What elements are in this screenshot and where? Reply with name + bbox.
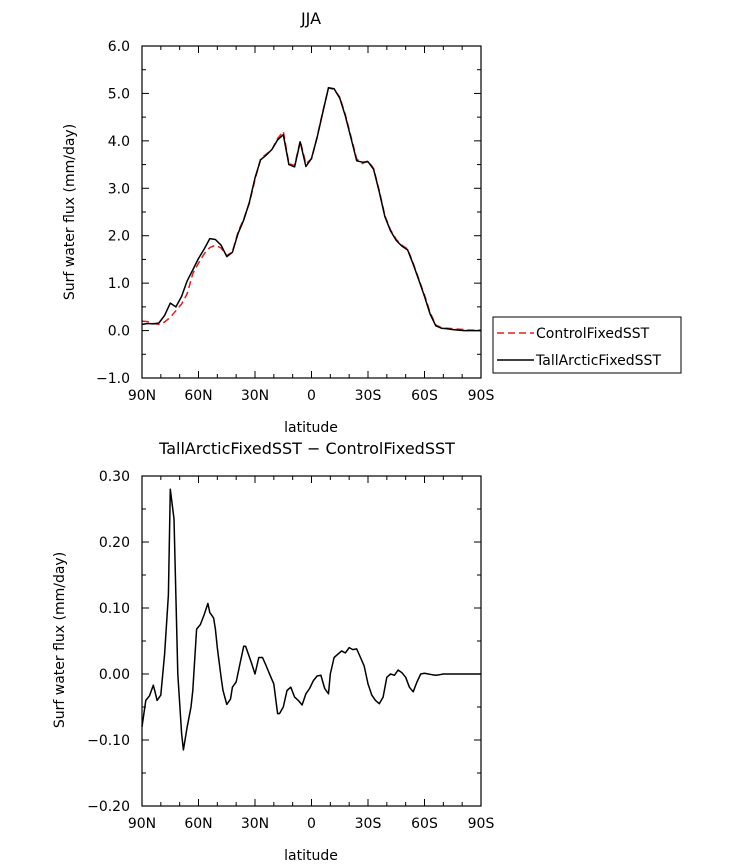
top-xtick-label: 90N — [128, 388, 156, 404]
top-panel: JJA Surf water flux (mm/day) latitude 90… — [62, 9, 494, 436]
top-series-line-controlfixedsst — [141, 86, 481, 331]
top-axis-ticks: 90N 60N 30N 0 30S 60S 90S −1.0 0.0 1.0 2.0 3.0 4.0 5.… — [96, 39, 494, 404]
legend: ControlFixedSST TallArcticFixedSST — [492, 316, 682, 374]
bottom-xtick-label: 60N — [184, 816, 212, 832]
bottom-y-axis-label: Surf water flux (mm/day) — [52, 552, 68, 728]
top-ytick-label: 4.0 — [108, 134, 130, 150]
top-ytick-label: 6.0 — [108, 39, 130, 55]
bottom-panel: TallArcticFixedSST − ControlFixedSST Sur… — [52, 439, 494, 864]
bottom-ytick-label: −0.10 — [87, 733, 130, 749]
bottom-x-axis-label: latitude — [284, 848, 338, 864]
bottom-ytick-label: 0.00 — [99, 667, 130, 683]
top-ytick-label: 5.0 — [108, 86, 130, 102]
top-ytick-label: −1.0 — [96, 371, 130, 387]
bottom-ytick-label: 0.20 — [99, 535, 130, 551]
top-plot-frame — [141, 45, 482, 379]
bottom-xtick-label: 90S — [468, 816, 495, 832]
bottom-series-group — [141, 488, 481, 751]
bottom-plot-frame — [141, 475, 482, 807]
top-xtick-label: 90S — [468, 388, 495, 404]
top-series-group — [141, 86, 481, 332]
bottom-xtick-label: 30N — [241, 816, 269, 832]
top-ytick-label: 2.0 — [108, 229, 130, 245]
top-x-axis-label: latitude — [284, 420, 338, 436]
bottom-ytick-label: −0.20 — [87, 799, 130, 815]
bottom-xtick-label: 90N — [128, 816, 156, 832]
top-xtick-label: 0 — [307, 388, 316, 404]
bottom-ytick-label: 0.10 — [99, 601, 130, 617]
top-series-line-tallarcticfixedsst — [141, 86, 481, 332]
bottom-xtick-label: 0 — [307, 816, 316, 832]
top-xtick-label: 30S — [355, 388, 382, 404]
top-xtick-label: 60S — [411, 388, 438, 404]
top-ytick-label: 3.0 — [108, 181, 130, 197]
top-ytick-label: 1.0 — [108, 276, 130, 292]
bottom-ytick-label: 0.30 — [99, 469, 130, 485]
top-xtick-label: 60N — [184, 388, 212, 404]
top-y-axis-label: Surf water flux (mm/day) — [62, 124, 78, 300]
top-ytick-label: 0.0 — [108, 324, 130, 340]
top-xtick-label: 30N — [241, 388, 269, 404]
bottom-chart-title: TallArcticFixedSST − ControlFixedSST — [158, 439, 455, 458]
bottom-axis-ticks: 90N 60N 30N 0 30S 60S 90S −0.20 −0.10 0.00 0.10 0.2… — [87, 469, 494, 832]
bottom-xtick-label: 60S — [411, 816, 438, 832]
legend-label-control: ControlFixedSST — [536, 326, 650, 342]
bottom-series-line-difference — [141, 488, 481, 751]
legend-box — [492, 316, 682, 374]
bottom-xtick-label: 30S — [355, 816, 382, 832]
legend-label-tallarctic: TallArcticFixedSST — [535, 353, 661, 369]
top-chart-title: JJA — [300, 9, 321, 28]
